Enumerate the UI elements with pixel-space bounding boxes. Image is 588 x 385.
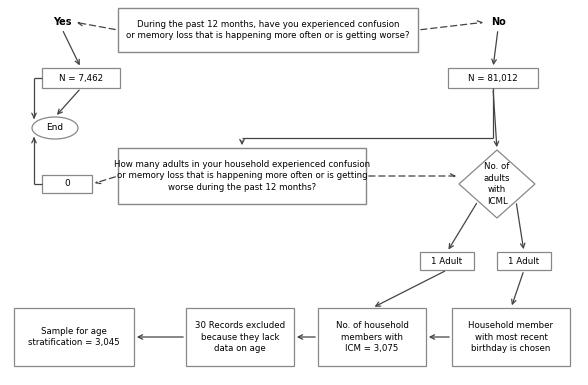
Text: 0: 0 xyxy=(64,179,70,189)
Text: 30 Records excluded
because they lack
data on age: 30 Records excluded because they lack da… xyxy=(195,321,285,353)
Text: End: End xyxy=(46,124,64,132)
Text: Yes: Yes xyxy=(53,17,71,27)
FancyBboxPatch shape xyxy=(420,252,474,270)
FancyBboxPatch shape xyxy=(452,308,570,366)
Text: 1 Adult: 1 Adult xyxy=(432,256,463,266)
Text: N = 81,012: N = 81,012 xyxy=(468,74,518,82)
FancyBboxPatch shape xyxy=(448,68,538,88)
Text: 1 Adult: 1 Adult xyxy=(509,256,540,266)
Text: No: No xyxy=(490,17,505,27)
Text: How many adults in your household experienced confusion
or memory loss that is h: How many adults in your household experi… xyxy=(114,160,370,192)
FancyBboxPatch shape xyxy=(318,308,426,366)
FancyBboxPatch shape xyxy=(14,308,134,366)
Text: No. of
adults
with
ICML: No. of adults with ICML xyxy=(484,162,510,206)
FancyBboxPatch shape xyxy=(186,308,294,366)
Text: Household member
with most recent
birthday is chosen: Household member with most recent birthd… xyxy=(469,321,553,353)
FancyBboxPatch shape xyxy=(118,148,366,204)
Text: N = 7,462: N = 7,462 xyxy=(59,74,103,82)
Polygon shape xyxy=(459,150,535,218)
FancyBboxPatch shape xyxy=(42,68,120,88)
Text: No. of household
members with
ICM = 3,075: No. of household members with ICM = 3,07… xyxy=(336,321,409,353)
FancyBboxPatch shape xyxy=(118,8,418,52)
FancyBboxPatch shape xyxy=(497,252,551,270)
Text: During the past 12 months, have you experienced confusion
or memory loss that is: During the past 12 months, have you expe… xyxy=(126,20,410,40)
Ellipse shape xyxy=(32,117,78,139)
FancyBboxPatch shape xyxy=(42,175,92,193)
Text: Sample for age
stratification = 3,045: Sample for age stratification = 3,045 xyxy=(28,326,120,347)
